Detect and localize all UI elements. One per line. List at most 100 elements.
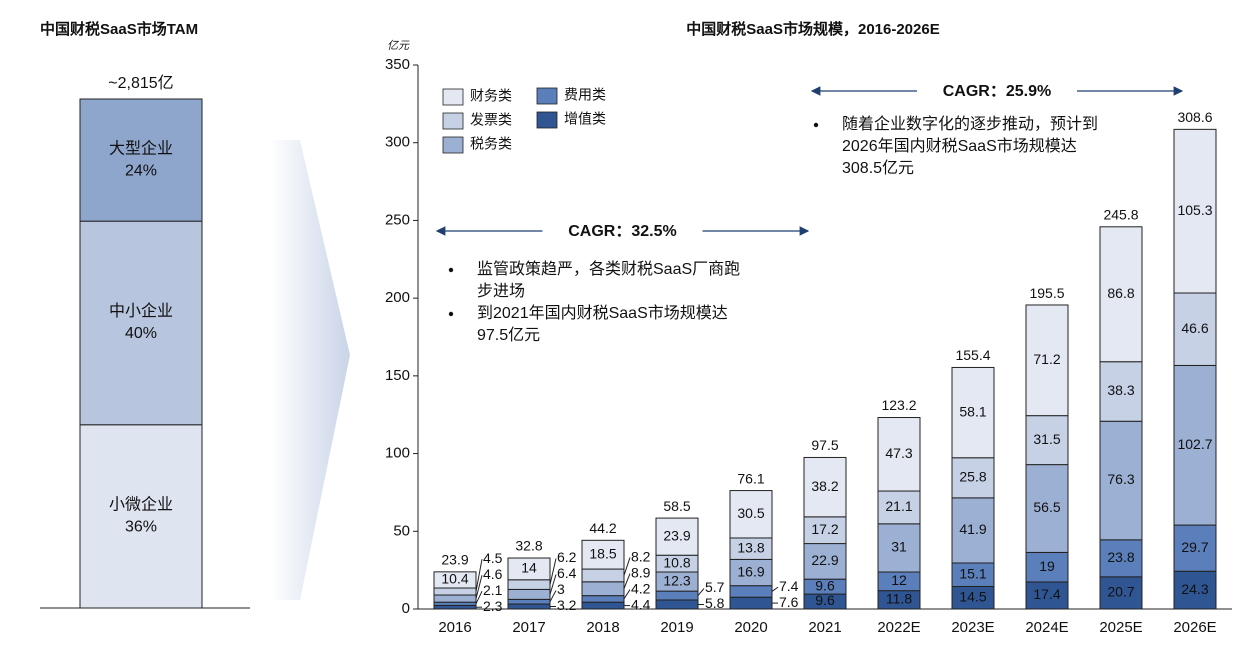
bar-segment <box>581 601 625 610</box>
x-tick-label: 2018 <box>586 619 619 636</box>
y-unit: 亿元 <box>387 39 410 52</box>
y-tick-label: 100 <box>385 445 410 462</box>
legend-label: 税务类 <box>470 136 512 152</box>
left-title: 中国财税SaaS市场TAM <box>40 20 198 38</box>
value-label: 10.4 <box>441 571 468 587</box>
bar-segment <box>507 603 551 610</box>
value-label: 6.2 <box>557 549 577 565</box>
value-label: 4.5 <box>483 550 503 566</box>
bar-segment <box>877 417 921 492</box>
cagr-label: CAGR：32.5% <box>568 223 676 240</box>
total-label: ~2,815亿 <box>108 74 173 92</box>
bullet-text: 随着企业数字化的逐步推动，预计到 <box>842 115 1098 133</box>
bar-segment <box>655 599 699 610</box>
value-label: 105.3 <box>1177 202 1212 218</box>
y-tick-label: 150 <box>385 367 410 384</box>
bar-segment <box>729 596 773 610</box>
value-label: 46.6 <box>1181 320 1208 336</box>
leader-line <box>475 590 483 605</box>
legend-label: 费用类 <box>564 87 606 103</box>
value-label: 31 <box>891 539 907 555</box>
value-label: 9.6 <box>815 592 835 608</box>
value-label: 16.9 <box>737 563 764 579</box>
value-label: 47.3 <box>885 445 912 461</box>
leader-line <box>623 589 631 600</box>
bar-segment <box>877 523 921 573</box>
bullet-text: 到2021年国内财税SaaS市场规模达 <box>477 304 728 322</box>
bullet-text: 监管政策趋严，各类财税SaaS厂商跑 <box>477 260 740 278</box>
value-label: 24.3 <box>1181 581 1208 597</box>
x-tick-label: 2020 <box>734 619 767 636</box>
value-label: 102.7 <box>1177 436 1212 452</box>
value-label: 38.2 <box>811 478 838 494</box>
value-label: 4.6 <box>483 566 503 582</box>
tam-segment <box>79 220 203 426</box>
bar-segment <box>507 557 551 581</box>
value-label: 4.2 <box>631 580 651 596</box>
bullet-text: 2026年国内财税SaaS市场规模达 <box>842 137 1077 155</box>
x-tick-label: 2017 <box>512 619 545 636</box>
legend-swatch <box>536 87 558 105</box>
value-label: 15.1 <box>959 565 986 581</box>
bar-segment <box>1025 304 1069 417</box>
segment-value: 24% <box>125 162 157 179</box>
y-tick-label: 300 <box>385 134 410 151</box>
y-tick-label: 50 <box>393 522 410 539</box>
bar-segment <box>581 568 625 583</box>
bar-segment <box>507 598 551 605</box>
total-label: 97.5 <box>811 437 838 453</box>
total-label: 123.2 <box>881 397 916 413</box>
value-label: 23.8 <box>1107 549 1134 565</box>
value-label: 18.5 <box>589 545 616 561</box>
bar-segment <box>1099 226 1143 363</box>
value-label: 22.9 <box>811 552 838 568</box>
total-label: 32.8 <box>515 538 542 554</box>
y-tick-label: 0 <box>402 600 410 617</box>
tam-segment <box>79 98 203 222</box>
value-label: 17.2 <box>811 521 838 537</box>
total-label: 155.4 <box>955 347 990 363</box>
bar-segment <box>1025 415 1069 466</box>
bullet-text: 308.5亿元 <box>842 159 914 177</box>
bar-segment <box>951 457 995 499</box>
total-label: 195.5 <box>1029 285 1064 301</box>
x-tick-label: 2025E <box>1099 619 1142 636</box>
bar-segment <box>433 571 477 589</box>
bullet-dot <box>448 311 454 317</box>
legend-label: 增值类 <box>564 111 606 127</box>
bar-segment <box>433 594 477 603</box>
total-label: 44.2 <box>589 520 616 536</box>
bar-segment <box>1025 464 1069 553</box>
bar-segment <box>951 366 995 459</box>
value-label: 17.4 <box>1033 586 1060 602</box>
leader-line <box>549 574 557 595</box>
bar-segment <box>581 539 625 570</box>
x-tick-label: 2026E <box>1173 619 1216 636</box>
x-tick-label: 2016 <box>438 619 471 636</box>
x-tick-label: 2019 <box>660 619 693 636</box>
legend-swatch <box>442 88 464 106</box>
bar-segment <box>507 579 551 590</box>
bar-segment <box>729 558 773 587</box>
value-label: 3 <box>557 581 565 597</box>
x-tick-label: 2023E <box>951 619 994 636</box>
value-label: 5.8 <box>705 595 725 611</box>
legend-label: 财务类 <box>470 88 512 104</box>
bullet-dot <box>813 122 819 128</box>
bullet-dot <box>448 267 454 273</box>
value-label: 86.8 <box>1107 285 1134 301</box>
legend-swatch <box>536 111 558 129</box>
value-label: 21.1 <box>885 498 912 514</box>
bullet-text: 97.5亿元 <box>477 326 540 344</box>
value-label: 2.3 <box>483 598 503 614</box>
y-tick-label: 250 <box>385 211 410 228</box>
bar-segment <box>877 490 921 525</box>
value-label: 10.8 <box>663 554 690 570</box>
value-label: 71.2 <box>1033 351 1060 367</box>
bar-segment <box>433 604 477 610</box>
value-label: 6.4 <box>557 565 577 581</box>
leader-line <box>623 573 631 589</box>
value-label: 11.8 <box>886 591 912 607</box>
leader-line <box>697 588 705 596</box>
